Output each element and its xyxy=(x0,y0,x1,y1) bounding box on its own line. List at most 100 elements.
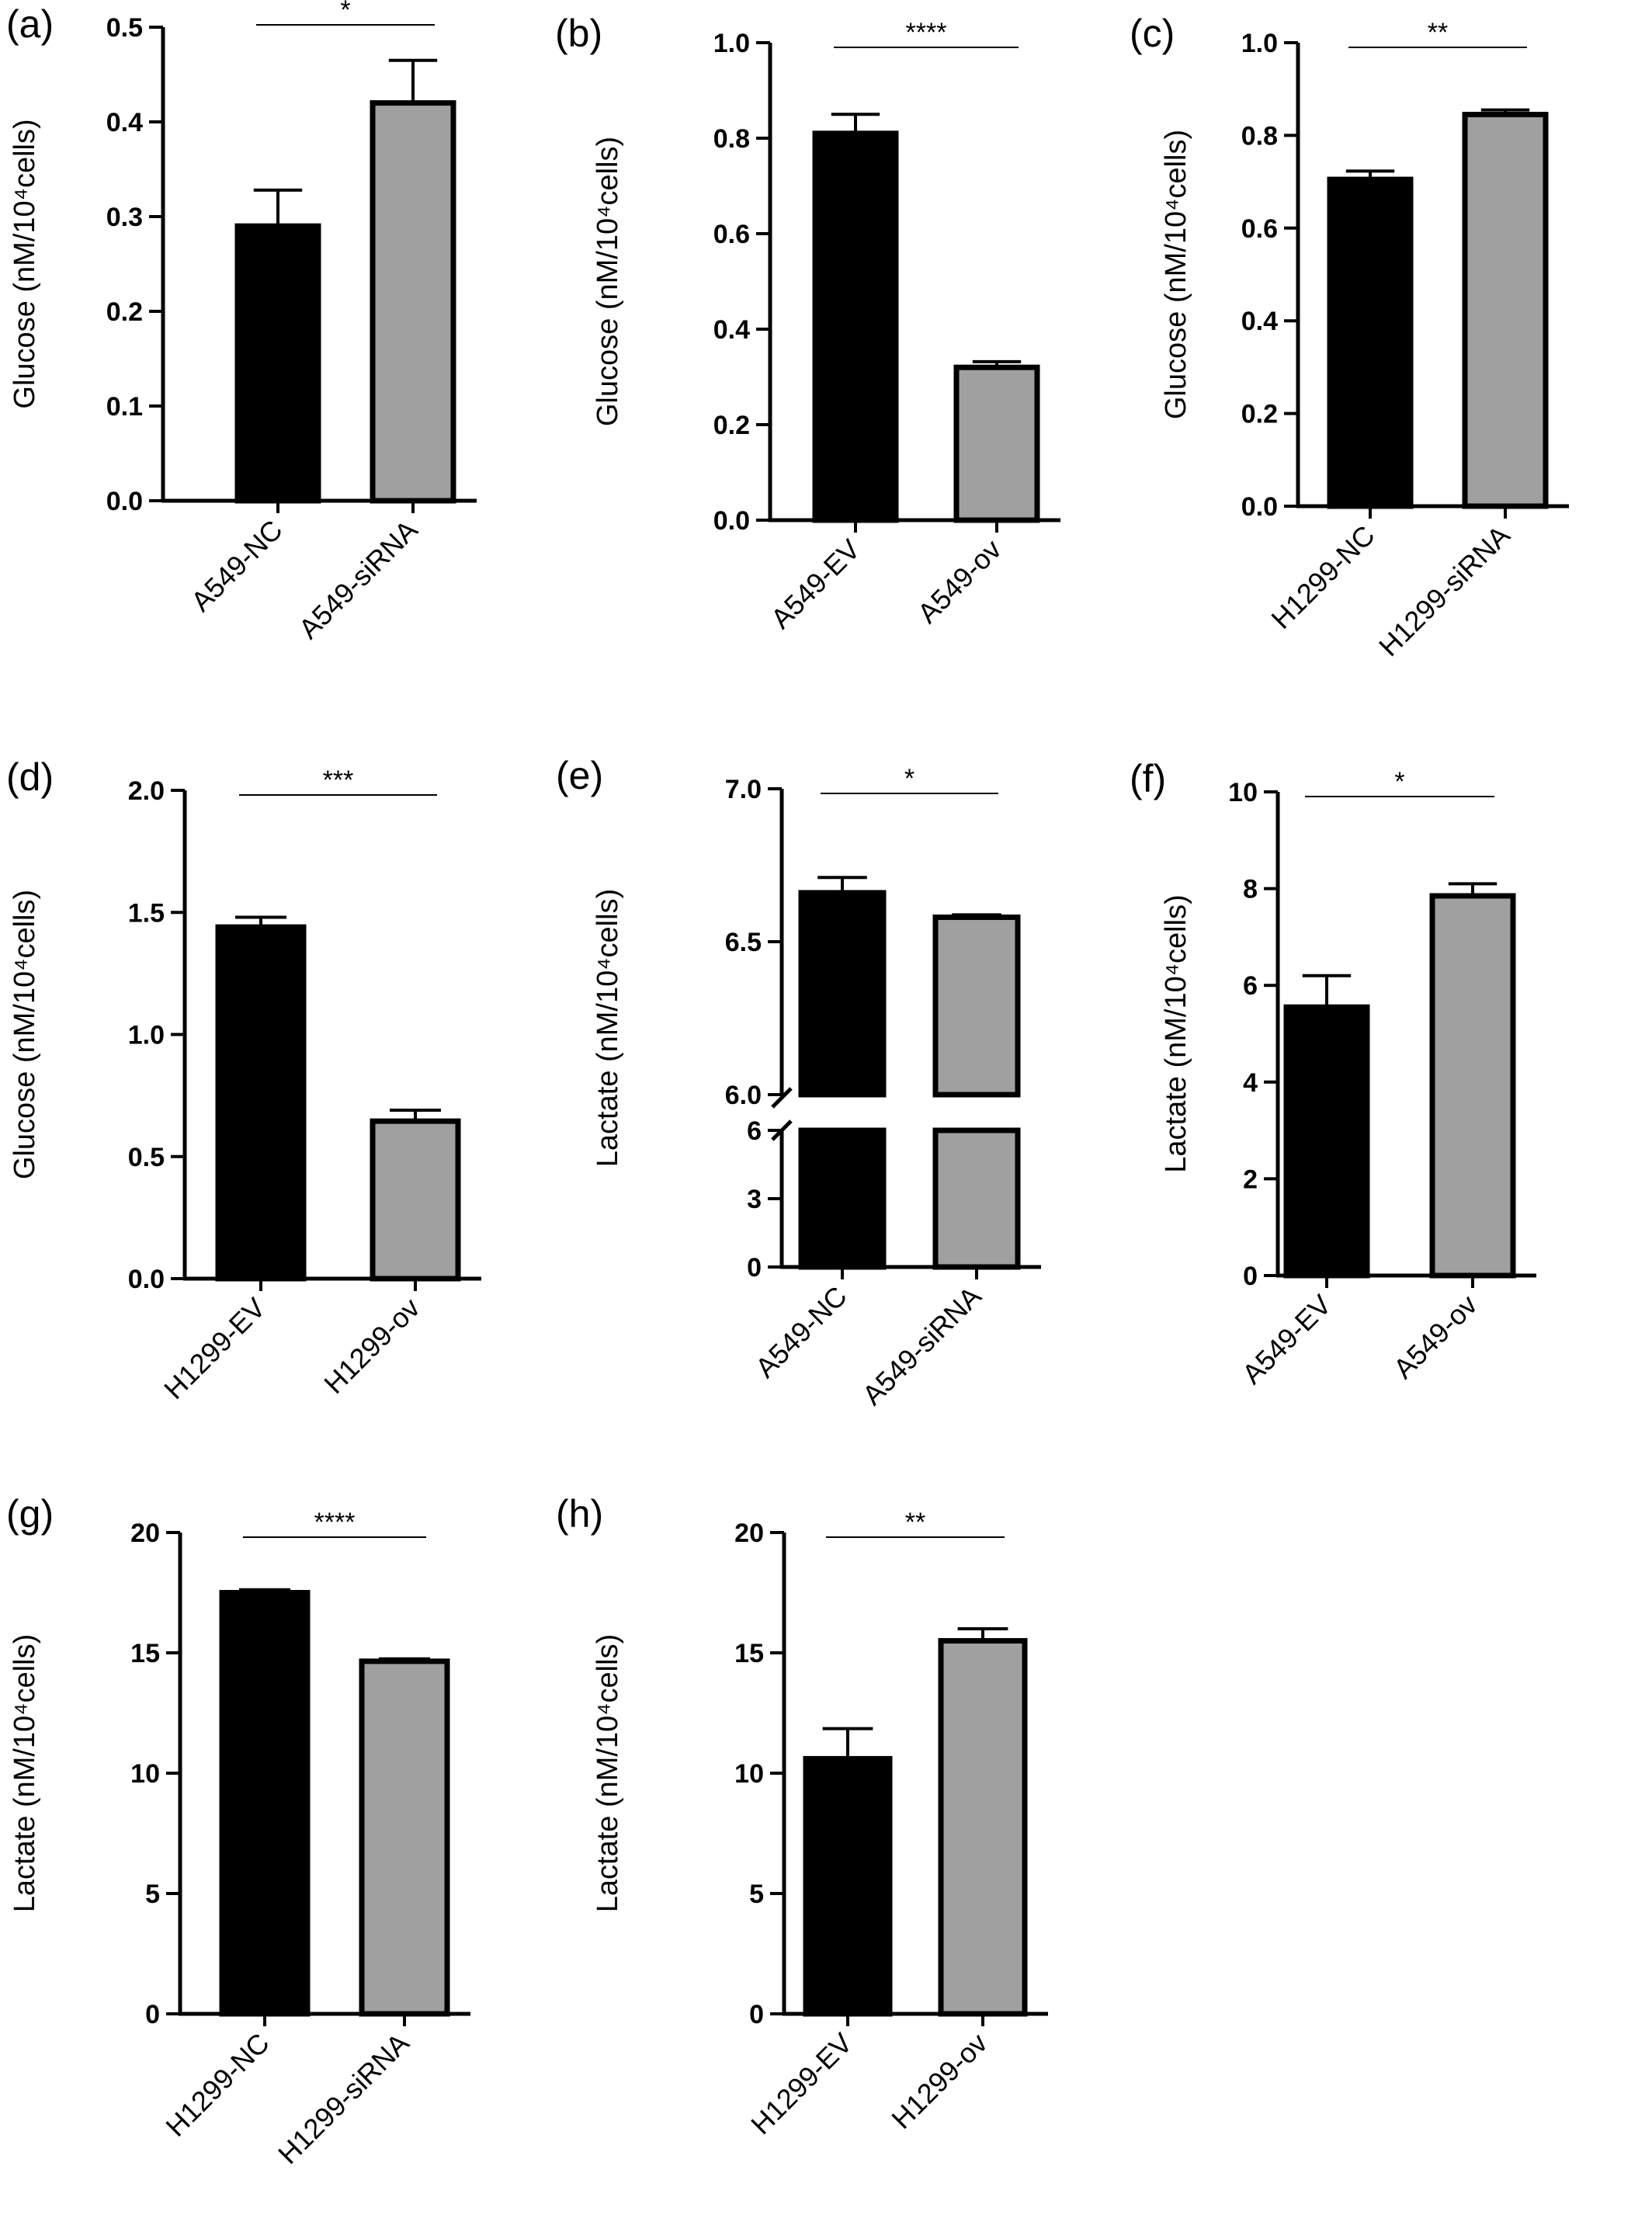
y-axis-title: Glucose (nM/10⁴cells) xyxy=(9,119,41,408)
bar xyxy=(1327,176,1414,509)
significance-marker: * xyxy=(1394,767,1404,797)
panel-label: (c) xyxy=(1130,12,1175,55)
bar xyxy=(1429,893,1516,1279)
y-tick-label: 0.6 xyxy=(713,220,750,249)
bar xyxy=(812,130,899,523)
bar-upper xyxy=(932,914,1021,1098)
y-tick-label: 0.8 xyxy=(713,124,750,154)
y-tick-label: 1.0 xyxy=(713,29,750,58)
y-tick-label: 6 xyxy=(747,1116,762,1146)
y-tick-label: 0.2 xyxy=(106,297,143,327)
panel-label: (e) xyxy=(556,754,603,797)
y-tick-label: 0.4 xyxy=(106,108,143,137)
x-tick-label: A549-EV xyxy=(765,533,866,635)
y-tick-label: 6.5 xyxy=(725,928,762,957)
y-tick-label: 0.2 xyxy=(713,411,750,440)
chart-panel-b: 0.0 0.2 0.4 0.6 0.8 1.0 A549-EV A549-ov Glucose … xyxy=(555,12,1060,635)
y-tick-label: 15 xyxy=(130,1639,160,1668)
y-tick-label: 1.0 xyxy=(128,1021,165,1050)
y-axis-title: Lactate (nM/10⁴cells) xyxy=(1160,894,1192,1172)
bar xyxy=(1462,112,1549,509)
y-tick-label: 6.0 xyxy=(725,1081,762,1110)
chart-panel-e: 6.0 6.5 7.0 0 3 6 A549-NC A549-siRNA Lactate (nM… xyxy=(556,754,1041,1411)
y-tick-label: 0.5 xyxy=(128,1143,165,1172)
panel-label: (a) xyxy=(6,2,54,46)
y-axis-title: Glucose (nM/10⁴cells) xyxy=(592,137,624,426)
y-tick-label: 0 xyxy=(747,1253,762,1283)
x-tick-label: A549-NC xyxy=(185,514,289,618)
significance-marker: **** xyxy=(906,18,947,47)
y-tick-label: 0.4 xyxy=(713,315,750,345)
x-tick-label: H1299-ov xyxy=(318,1292,425,1400)
bar xyxy=(803,1755,893,2017)
y-tick-label: 0.2 xyxy=(1241,400,1278,429)
x-tick-label: H1299-EV xyxy=(744,2027,858,2140)
significance-marker: * xyxy=(340,0,350,25)
significance-marker: * xyxy=(904,764,914,793)
y-tick-label: 0.1 xyxy=(106,392,143,422)
y-tick-label: 4 xyxy=(1243,1068,1258,1098)
significance-marker: ** xyxy=(905,1508,925,1537)
x-tick-label: H1299-siRNA xyxy=(1373,519,1516,663)
bar xyxy=(370,100,456,504)
y-tick-label: 20 xyxy=(130,1519,160,1548)
x-tick-label: A549-EV xyxy=(1236,1289,1338,1390)
y-tick-label: 0 xyxy=(749,2000,764,2029)
y-tick-label: 6 xyxy=(1243,971,1258,1001)
x-tick-label: H1299-NC xyxy=(1265,519,1380,635)
significance-marker: *** xyxy=(323,765,354,795)
y-tick-label: 10 xyxy=(1228,778,1258,807)
y-tick-label: 10 xyxy=(734,1759,764,1789)
bar xyxy=(234,223,321,504)
bar xyxy=(370,1118,461,1282)
chart-panel-f: 0 2 4 6 8 10 A549-EV A549-ov Lactate (nM/10⁴cell… xyxy=(1130,757,1536,1390)
x-tick-label: A549-siRNA xyxy=(856,1280,987,1411)
x-tick-label: H1299-ov xyxy=(885,2027,993,2135)
y-tick-label: 0 xyxy=(145,2000,160,2029)
y-tick-label: 0.0 xyxy=(128,1265,165,1294)
panel-label: (g) xyxy=(6,1492,54,1536)
chart-panel-d: 0.0 0.5 1.0 1.5 2.0 H1299-EV H1299-ov Glucose (… xyxy=(6,755,481,1405)
y-tick-label: 0.8 xyxy=(1241,121,1278,151)
y-axis-title: Lactate (nM/10⁴cells) xyxy=(9,1634,41,1912)
y-axis-title: Glucose (nM/10⁴cells) xyxy=(1160,130,1192,419)
y-tick-label: 5 xyxy=(749,1880,764,1909)
y-tick-label: 7.0 xyxy=(725,775,762,804)
significance-marker: **** xyxy=(314,1508,356,1537)
y-axis-title: Glucose (nM/10⁴cells) xyxy=(9,890,41,1179)
x-tick-label: H1299-NC xyxy=(159,2027,275,2143)
significance-marker: ** xyxy=(1428,18,1448,47)
axis-break-mark xyxy=(771,1087,793,1109)
y-tick-label: 3 xyxy=(747,1185,762,1214)
y-tick-label: 0 xyxy=(1243,1262,1258,1291)
bar xyxy=(359,1658,450,2017)
y-tick-label: 1.5 xyxy=(128,898,165,928)
y-tick-label: 0.0 xyxy=(713,506,750,536)
bar-lower xyxy=(798,1127,887,1270)
panel-label: (b) xyxy=(555,12,602,55)
x-tick-label: A549-NC xyxy=(749,1280,853,1384)
bar xyxy=(938,1638,1028,2017)
y-tick-label: 2.0 xyxy=(128,776,165,806)
bar xyxy=(1283,1004,1370,1279)
bar-upper xyxy=(798,890,887,1098)
y-tick-label: 0.0 xyxy=(1241,492,1278,522)
panel-label: (d) xyxy=(6,755,54,799)
x-tick-label: A549-siRNA xyxy=(293,514,424,645)
y-tick-label: 2 xyxy=(1243,1165,1258,1194)
chart-panel-h: 0 5 10 15 20 H1299-EV H1299-ov Lactate (nM/10⁴c… xyxy=(556,1492,1048,2140)
y-tick-label: 0.3 xyxy=(106,203,143,232)
x-tick-label: A549-ov xyxy=(911,533,1008,630)
y-tick-label: 8 xyxy=(1243,875,1258,904)
y-tick-label: 10 xyxy=(130,1759,160,1789)
x-tick-label: H1299-siRNA xyxy=(272,2027,415,2171)
y-tick-label: 0.4 xyxy=(1241,307,1278,336)
y-tick-label: 15 xyxy=(734,1639,764,1668)
y-tick-label: 0.6 xyxy=(1241,214,1278,244)
y-axis-title: Lactate (nM/10⁴cells) xyxy=(592,889,624,1167)
y-tick-label: 5 xyxy=(145,1880,160,1909)
panel-label: (h) xyxy=(556,1492,603,1536)
y-tick-label: 0.5 xyxy=(106,13,143,43)
bar xyxy=(953,364,1040,523)
